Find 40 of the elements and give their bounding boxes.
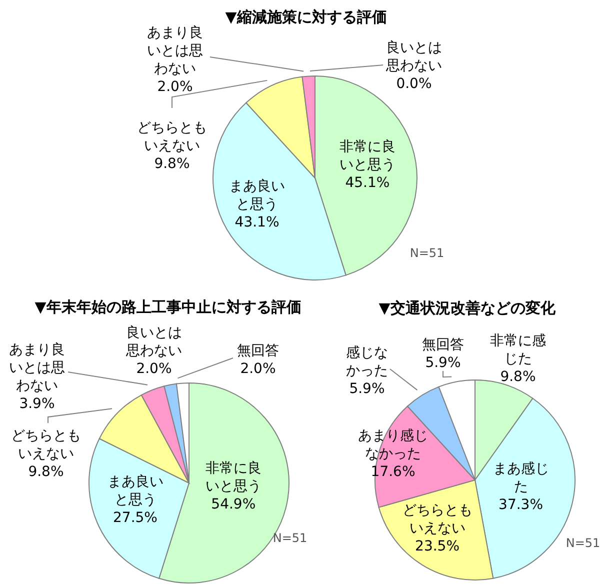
chart-title: ▼交通状況改善などの変化: [378, 299, 556, 317]
data-label: 27.5%: [113, 510, 158, 526]
data-label: 17.6%: [370, 464, 416, 480]
data-label: 43.1%: [234, 214, 280, 231]
data-label: 5.9%: [349, 381, 385, 398]
slice-label: どちらともいえない: [11, 428, 81, 462]
data-label: 23.5%: [415, 538, 460, 555]
slice-label: 非常に良いと思う: [339, 139, 396, 174]
slice-label: まあ感じた: [492, 461, 549, 496]
text: 0.0%: [396, 76, 432, 92]
slice-label: 感じなかった: [346, 345, 388, 380]
data-label: 45.1%: [345, 175, 390, 192]
slice-label: 無回答: [422, 337, 464, 354]
slice-label: どちらともいえない: [137, 120, 207, 154]
chart-title: ▼縮減施策に対する評価: [225, 8, 387, 26]
data-label: 3.9%: [19, 396, 55, 412]
text: N=51: [272, 531, 308, 545]
slice-label: まあ良いと思う: [229, 178, 286, 213]
data-label: 9.8%: [500, 369, 536, 386]
data-label: 2.0%: [136, 361, 172, 378]
category-label: 良いとは思わない: [386, 40, 442, 74]
slice-label: どちらともいえない: [402, 502, 472, 537]
text: N=51: [566, 536, 600, 550]
slice-label: 非常に良いと思う: [205, 460, 262, 495]
slice-label: 良いとは思わない: [125, 325, 182, 360]
slice-label: あまり良いとは思わない: [9, 342, 65, 394]
data-label: 54.9%: [211, 496, 256, 513]
data-label: 9.8%: [28, 464, 64, 480]
data-label: 2.0%: [240, 361, 276, 378]
slice-label: あまり感じなかった: [358, 428, 428, 462]
chart-title: ▼年末年始の路上工事中止に対する評価: [34, 298, 302, 316]
slice-label: まあ良いと思う: [107, 474, 164, 508]
slice-label: 非常に感じた: [490, 333, 546, 368]
slice-label: 無回答: [237, 343, 279, 360]
data-label: 5.9%: [425, 355, 461, 372]
slice-label: あまり良いとは思わない: [147, 25, 203, 78]
text: N=51: [410, 246, 444, 260]
data-label: 2.0%: [157, 79, 193, 96]
data-label: 9.8%: [154, 156, 190, 172]
data-label: 37.3%: [498, 497, 544, 514]
